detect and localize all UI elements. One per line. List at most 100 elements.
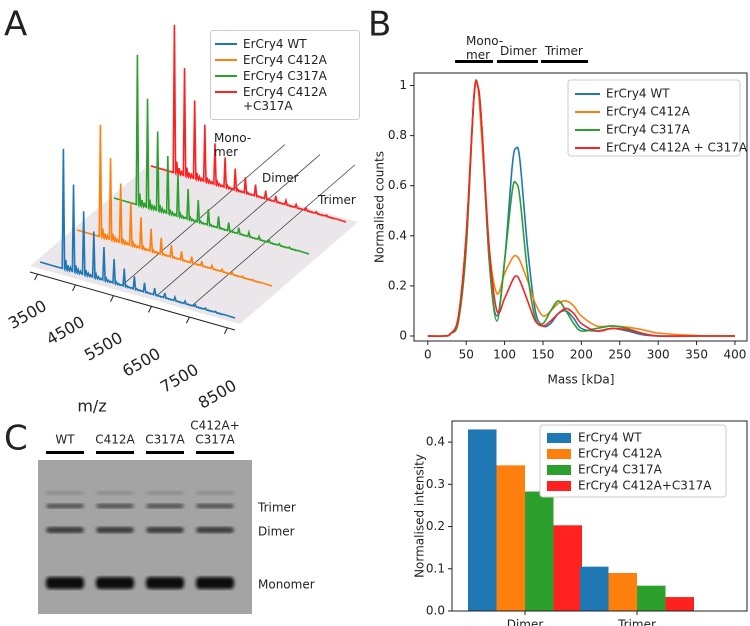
legend-label: ErCry4 C317A [578,463,663,477]
bar [496,465,525,611]
legend-label: ErCry4 C412A [606,105,691,119]
x-tick-label: Trimer [617,618,656,626]
lane-label: WT [55,433,75,447]
x-tick-label: 100 [493,348,516,362]
floor-plane [30,164,358,324]
gel-band [96,527,134,533]
legend-box [539,424,727,498]
bar [637,585,666,611]
y-tick-label: 0 [399,328,407,342]
gel-band [146,491,184,495]
gel-band [46,527,84,533]
legend-entry: ErCry4 WT [215,37,355,51]
legend-label: ErCry4 WT [606,87,670,101]
panel-label: B [368,5,391,45]
lane-bar [196,451,234,454]
gel-band [146,577,184,589]
legend-label: ErCry4 C412A [243,53,327,67]
tick-mark [72,284,77,292]
gel-band [146,527,184,533]
x-tick-label: 4500 [43,312,88,349]
bar [580,566,609,611]
legend-entry: ErCry4 C412A [215,53,355,67]
y-tick-label: 0.4 [388,228,407,242]
spectrum-trace [76,124,273,287]
tick-mark [185,316,190,324]
legend-label: ErCry4 C412A +C317A [243,85,327,113]
legend-label: ErCry4 C412A+C317A [578,479,712,493]
x-tick-label: 6500 [119,344,164,381]
region-divider [121,144,285,286]
annotation-bar [541,60,588,63]
x-tick-label: 3500 [5,296,50,333]
plot-frame [451,420,748,612]
x-tick-label: 8500 [195,376,240,413]
lane-bar [46,451,84,454]
gel-band [146,503,184,509]
y-axis-label: Normalised intensity [413,454,427,578]
x-tick-label: 300 [647,348,670,362]
spectrum-trace [113,54,310,255]
bar [608,573,637,611]
gel-band [96,491,134,495]
lane-label: C412A+ [190,419,240,433]
legend-label: ErCry4 C317A [243,69,327,83]
lane-label: C317A [195,433,235,447]
legend-swatch [215,91,237,93]
y-tick-label: 0.2 [426,519,445,533]
region-divider [156,154,321,296]
tick-mark [223,327,228,335]
region-label: Trimer [318,193,356,207]
gel-band [46,491,84,495]
tick-mark [34,273,39,281]
gel-band [196,491,234,495]
region-label: Mono-mer [214,131,252,159]
y-tick-label: 0.4 [426,435,445,449]
gel-image [38,460,252,614]
x-tick-label: 400 [723,348,746,362]
bar [468,429,497,611]
band-label: Dimer [258,525,295,539]
legend-swatch [215,75,237,77]
y-tick-label: 0.3 [426,477,445,491]
bar [553,525,582,611]
region-label: Dimer [262,171,299,185]
gel-band [46,503,84,509]
panel-label: A [4,5,27,45]
x-tick-label: 350 [685,348,708,362]
legend: ErCry4 WT ErCry4 C412A ErCry4 C317A ErCry4 … [210,30,360,120]
gel-band [196,577,234,589]
lane-label: C317A [145,433,185,447]
x-axis [29,271,236,331]
spectrum-trace [150,24,347,223]
tick-mark [148,306,152,313]
band-label: Monomer [258,578,315,592]
lane-label: C412A [95,433,135,447]
y-tick-label: 0.2 [388,278,407,292]
lane-bar [96,451,134,454]
bar [665,597,694,611]
region-divider [191,164,356,306]
y-tick-label: 0.0 [426,604,445,618]
legend-label: ErCry4 C412A [578,447,663,461]
band-label: Trimer [257,501,296,515]
legend-label: ErCry4 WT [578,431,642,445]
x-tick-label: 7500 [157,360,202,397]
bar [525,491,554,611]
gel-band [46,577,84,589]
y-tick-label: 0.1 [426,561,445,575]
y-tick-label: 1 [399,78,407,92]
x-tick-label: 0 [424,348,432,362]
x-tick-label: 150 [532,348,555,362]
legend-entry: ErCry4 C317A [215,69,355,83]
legend-swatch [215,59,237,61]
series-line [427,80,735,337]
legend-swatch [547,481,571,491]
legend-label: ErCry4 C317A [606,123,691,137]
annotation: Trimer [545,44,583,58]
spectrum-trace [39,148,236,319]
tick-mark [110,295,114,302]
gel-band [196,527,234,533]
